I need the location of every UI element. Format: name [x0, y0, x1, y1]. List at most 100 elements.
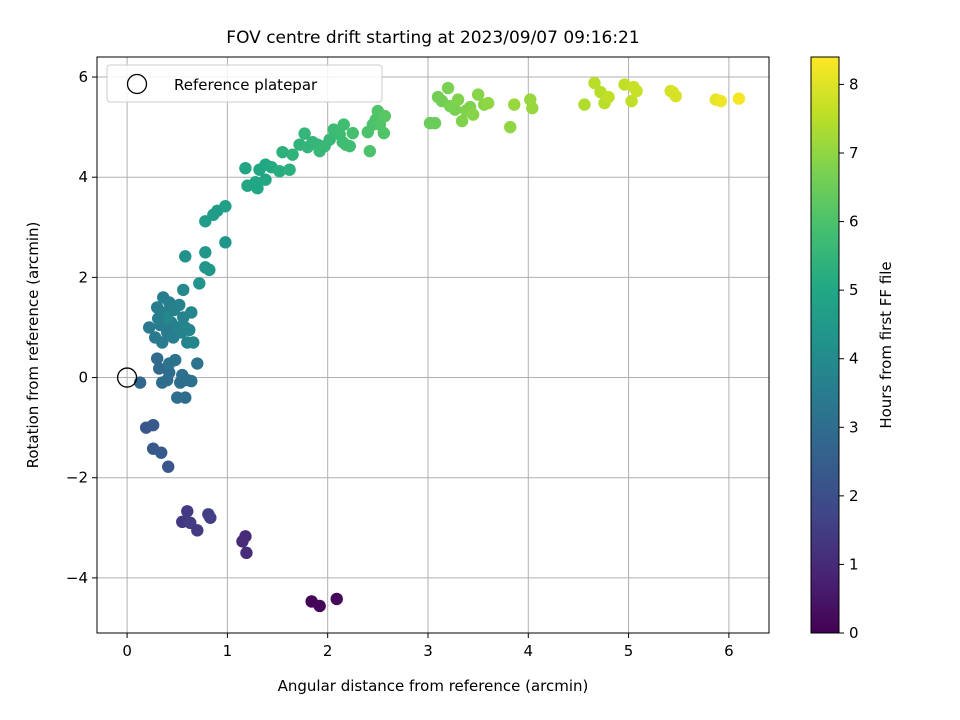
x-tick-label: 1 — [223, 642, 233, 660]
data-points — [133, 76, 746, 613]
x-axis-ticks: 0 1 2 3 4 5 6 — [122, 633, 734, 660]
legend-box — [106, 64, 383, 103]
data-point — [273, 164, 286, 178]
data-point — [193, 277, 206, 290]
x-tick-label: 6 — [724, 642, 734, 660]
x-tick-label: 4 — [524, 642, 534, 660]
data-point — [191, 524, 204, 537]
data-point — [203, 263, 216, 277]
data-point — [481, 96, 495, 110]
data-point — [185, 306, 198, 319]
colorbar-tick-label: 6 — [849, 213, 859, 231]
chart-title: FOV centre drift starting at 2023/09/07 … — [226, 28, 639, 48]
data-point — [187, 336, 200, 349]
data-point — [276, 145, 289, 159]
data-point — [181, 505, 194, 518]
legend: Reference platepar — [106, 64, 383, 103]
data-point — [323, 133, 336, 146]
data-point — [526, 101, 539, 115]
colorbar-tick-label: 3 — [849, 418, 859, 436]
data-point — [251, 182, 264, 195]
data-point — [337, 118, 350, 131]
colorbar-tick-label: 8 — [849, 75, 859, 93]
data-point — [346, 126, 359, 140]
data-point — [163, 366, 176, 379]
data-point — [363, 144, 377, 158]
data-point — [162, 460, 175, 473]
data-point — [204, 511, 217, 524]
y-axis-label: Rotation from reference (arcmin) — [24, 222, 42, 469]
plot-frame — [96, 56, 770, 634]
data-point — [466, 108, 480, 121]
x-tick-label: 0 — [122, 642, 132, 660]
data-point — [283, 163, 296, 176]
data-point — [240, 546, 253, 560]
data-point — [428, 116, 442, 130]
data-point — [508, 98, 521, 111]
reference-point — [116, 367, 138, 388]
data-point — [185, 374, 198, 388]
data-point — [219, 236, 232, 249]
data-point — [732, 92, 746, 105]
data-point — [630, 84, 643, 98]
x-tick-label: 3 — [423, 642, 433, 660]
data-point — [173, 298, 186, 312]
y-axis-ticks: −4 −2 0 2 4 6 — [66, 68, 97, 587]
colorbar-tick-label: 1 — [849, 555, 859, 573]
data-point — [177, 283, 190, 297]
data-point — [625, 94, 638, 108]
data-point — [151, 312, 165, 325]
y-tick-label: −4 — [66, 569, 88, 587]
data-point — [504, 120, 517, 134]
y-tick-label: 6 — [78, 68, 88, 86]
y-tick-label: 0 — [78, 369, 88, 387]
data-point — [714, 94, 728, 108]
data-point — [298, 127, 311, 140]
data-point — [602, 90, 615, 104]
data-point — [313, 599, 326, 613]
data-point — [455, 114, 469, 128]
data-point — [142, 321, 156, 334]
data-point — [441, 81, 455, 95]
legend-label: Reference platepar — [174, 76, 318, 94]
colorbar-tick-label: 7 — [849, 144, 859, 162]
data-point — [163, 357, 176, 370]
data-point — [239, 530, 252, 543]
colorbar-ticks: 0 1 2 3 4 5 6 7 8 — [839, 75, 859, 642]
legend-marker-icon — [126, 73, 148, 95]
x-tick-label: 2 — [323, 642, 333, 660]
colorbar-tick-label: 2 — [849, 487, 859, 505]
data-point — [471, 88, 485, 101]
data-point — [161, 311, 174, 324]
data-point — [578, 98, 591, 111]
data-point — [448, 103, 462, 116]
data-point — [669, 89, 682, 103]
data-point — [286, 148, 299, 161]
data-point — [199, 246, 212, 259]
data-point — [154, 446, 168, 459]
data-point — [377, 126, 391, 140]
x-tick-label: 5 — [624, 642, 634, 660]
data-point — [588, 76, 601, 90]
data-point — [378, 109, 392, 123]
y-tick-label: −2 — [66, 469, 88, 487]
colorbar-tick-label: 0 — [849, 624, 859, 642]
data-point — [150, 352, 164, 365]
grid-lines — [97, 57, 769, 633]
colorbar-tick-label: 5 — [849, 281, 859, 299]
x-axis-label: Angular distance from reference (arcmin) — [278, 677, 589, 695]
data-point — [343, 139, 356, 153]
y-tick-label: 4 — [78, 168, 88, 186]
reference-marker — [116, 367, 138, 388]
data-point — [155, 336, 169, 349]
data-point — [146, 418, 160, 432]
data-point — [330, 592, 343, 606]
data-point — [183, 323, 196, 337]
colorbar — [810, 56, 840, 634]
colorbar-tick-label: 4 — [849, 350, 859, 368]
data-point — [152, 362, 166, 375]
data-point — [451, 93, 465, 106]
data-point — [179, 250, 192, 263]
y-tick-label: 2 — [78, 268, 88, 286]
